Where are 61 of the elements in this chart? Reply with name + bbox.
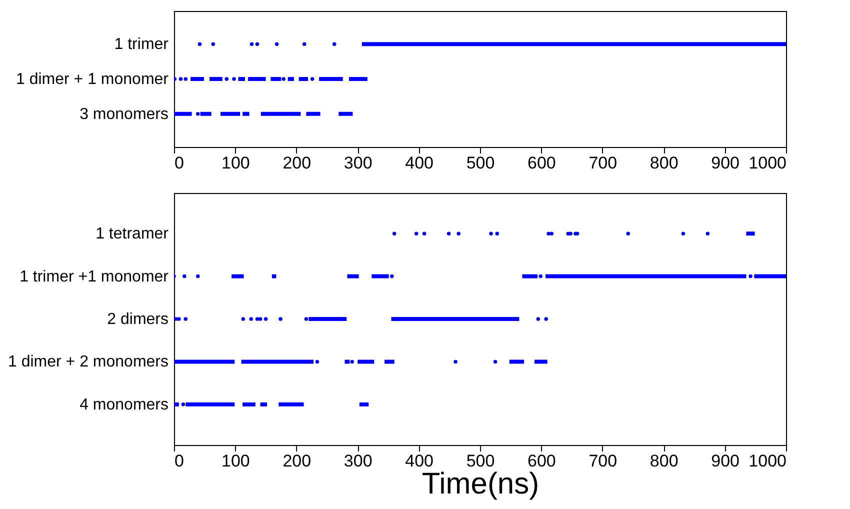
bar xyxy=(238,77,245,81)
bar xyxy=(190,77,204,81)
bar xyxy=(174,112,192,116)
bar xyxy=(248,77,266,81)
x-tick-label: 800 xyxy=(650,452,678,470)
x-tick-label: 200 xyxy=(282,154,312,172)
bar xyxy=(358,360,374,364)
x-tick-label: 700 xyxy=(588,452,618,470)
y-tick-label: 1 dimer + 1 monomer xyxy=(16,71,170,88)
y-tick-label: 1 trimer xyxy=(114,36,170,54)
bar xyxy=(278,402,304,406)
bar xyxy=(384,360,394,364)
x-tick-label: 200 xyxy=(282,452,312,470)
bar xyxy=(306,112,320,116)
bar xyxy=(359,402,369,406)
bar xyxy=(260,402,268,406)
bar xyxy=(174,360,235,364)
bar xyxy=(391,317,520,321)
bar xyxy=(534,360,548,364)
bar xyxy=(272,274,276,278)
x-tick-label: 1000 xyxy=(748,452,786,470)
bar xyxy=(288,77,294,81)
x-axis-title: Time(ns) xyxy=(422,468,540,500)
bar xyxy=(209,77,222,81)
x-tick-label: 100 xyxy=(222,154,250,172)
x-tick-label: 400 xyxy=(405,154,434,172)
bar xyxy=(347,274,359,278)
bar xyxy=(509,360,524,364)
y-tick-label: 4 monomers xyxy=(80,396,168,414)
bar xyxy=(349,77,368,81)
y-tick-label: 1 trimer +1 monomer xyxy=(20,268,170,286)
x-tick-label: 0 xyxy=(174,452,184,470)
x-tick-label: 900 xyxy=(711,154,740,172)
y-tick-label: 1 dimer + 2 monomers xyxy=(8,354,168,371)
x-tick-label: 900 xyxy=(711,452,740,470)
x-tick-label: 300 xyxy=(344,154,372,172)
bar xyxy=(338,112,353,116)
x-tick-label: 500 xyxy=(466,154,495,172)
x-tick-label: 600 xyxy=(528,452,556,470)
bar xyxy=(746,232,755,236)
bar xyxy=(242,112,250,116)
x-tick-label: 700 xyxy=(588,154,618,172)
bar xyxy=(319,77,343,81)
bar xyxy=(545,274,746,278)
bar xyxy=(260,112,301,116)
bar xyxy=(232,274,244,278)
y-tick-label: 1 tetramer xyxy=(96,226,170,243)
x-tick-label: 800 xyxy=(650,154,678,172)
x-tick-label: 300 xyxy=(344,452,372,470)
x-tick-label: 0 xyxy=(174,154,184,172)
x-tick-label: 600 xyxy=(528,154,556,172)
bar xyxy=(174,402,179,406)
x-tick-label: 100 xyxy=(222,452,250,470)
y-tick-label: 3 monomers xyxy=(80,106,168,123)
bar xyxy=(220,112,240,116)
bar xyxy=(362,42,786,46)
y-tick-label: 2 dimers xyxy=(107,311,168,328)
bar xyxy=(242,402,256,406)
x-tick-label: 400 xyxy=(405,452,434,470)
x-tick-label: 1000 xyxy=(748,154,786,172)
x-tick-label: 500 xyxy=(466,452,495,470)
